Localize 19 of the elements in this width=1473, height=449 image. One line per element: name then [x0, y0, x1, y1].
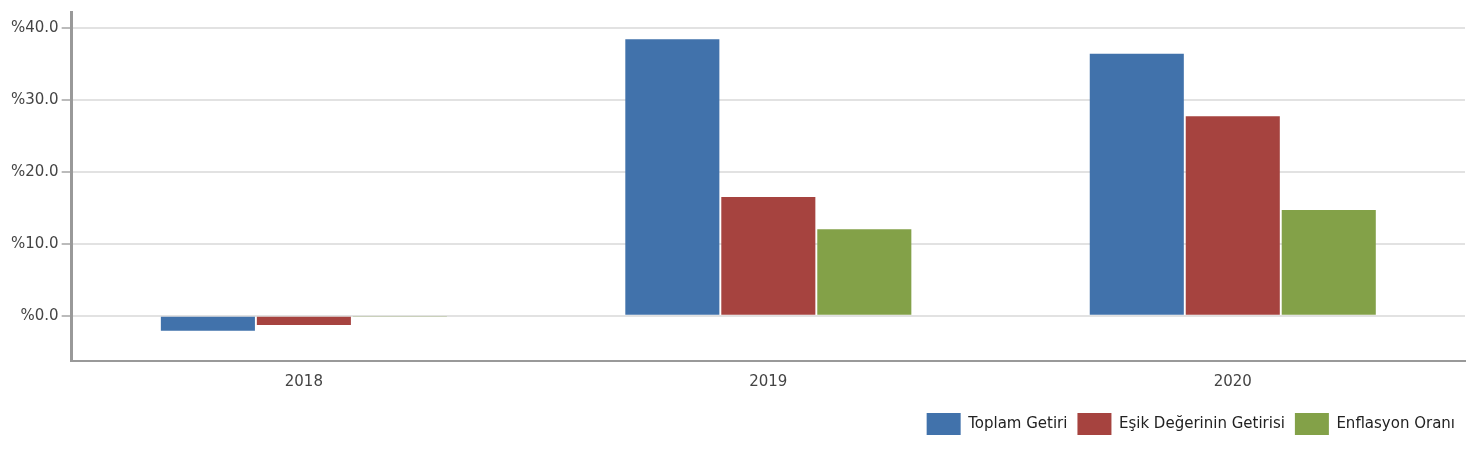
bar — [817, 229, 912, 315]
bar — [1185, 116, 1280, 315]
bar — [625, 39, 720, 315]
x-tick-label: 2018 — [284, 371, 323, 390]
y-tick-label: %20.0 — [11, 161, 59, 180]
legend-label: Enflasyon Oranı — [1336, 413, 1455, 432]
bar — [160, 316, 255, 331]
y-tick-label: %30.0 — [11, 89, 59, 108]
x-tick-label: 2020 — [1213, 371, 1252, 390]
y-tick-label: %40.0 — [11, 17, 59, 36]
x-tick-label: 2019 — [749, 371, 788, 390]
y-tick-label: %0.0 — [20, 305, 59, 324]
bar — [256, 316, 351, 326]
bar — [1089, 53, 1184, 315]
legend-label: Eşik Değerinin Getirisi — [1118, 413, 1285, 432]
bar — [721, 196, 816, 315]
legend-label: Toplam Getiri — [967, 413, 1068, 432]
y-tick-label: %10.0 — [11, 233, 59, 252]
bar — [1281, 209, 1376, 315]
